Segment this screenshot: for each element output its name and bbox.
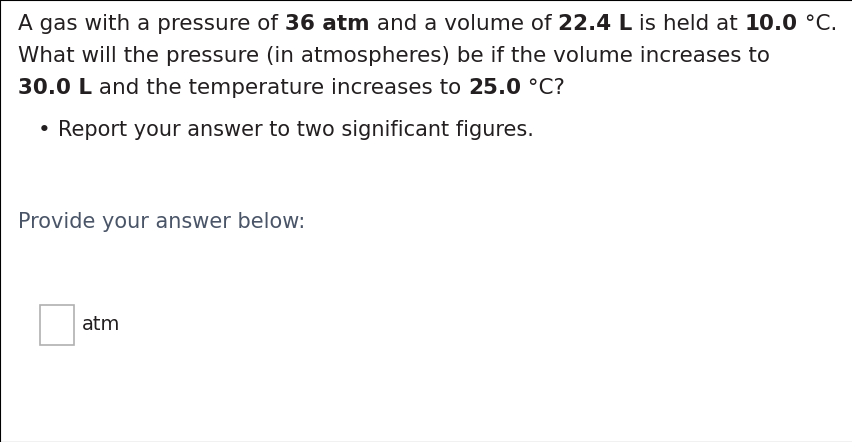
Text: What will the pressure (in atmospheres) be if the volume increases to: What will the pressure (in atmospheres) … [18,46,769,66]
Text: 10.0: 10.0 [744,14,797,34]
Text: Report your answer to two significant figures.: Report your answer to two significant fi… [58,120,533,140]
Text: °C?: °C? [521,78,565,98]
Text: 25.0: 25.0 [468,78,521,98]
Text: 22.4 L: 22.4 L [557,14,631,34]
Text: 30.0 L: 30.0 L [18,78,92,98]
Text: Provide your answer below:: Provide your answer below: [18,212,305,232]
Text: is held at: is held at [631,14,744,34]
Text: atm: atm [82,316,120,335]
Text: and the temperature increases to: and the temperature increases to [92,78,468,98]
Text: 36 atm: 36 atm [285,14,369,34]
Text: •: • [38,120,50,140]
Text: A gas with a pressure of: A gas with a pressure of [18,14,285,34]
Text: °C.: °C. [797,14,837,34]
Text: and a volume of: and a volume of [369,14,557,34]
